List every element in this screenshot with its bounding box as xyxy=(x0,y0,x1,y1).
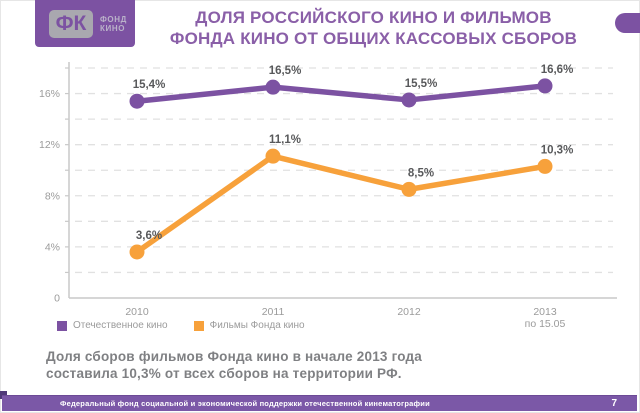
svg-text:8,5%: 8,5% xyxy=(408,167,434,179)
slide-title-line2: ФОНДА КИНО ОТ ОБЩИХ КАССОВЫХ СБОРОВ xyxy=(169,29,578,48)
chart-area: 0 4% 8% 12% 16% 2010 2011 2012 2013 по 15.05 15,4%… xyxy=(35,58,630,330)
legend-item-fund: Фильмы Фонда кино xyxy=(193,320,305,331)
svg-text:2011: 2011 xyxy=(262,306,285,318)
slide-title: ДОЛЯ РОССИЙСКОГО КИНО И ФИЛЬМОВ ФОНДА КИ… xyxy=(135,7,612,49)
svg-text:2012: 2012 xyxy=(397,306,421,318)
fund-kino-logo: ФК ФОНД КИНО xyxy=(35,0,135,47)
svg-text:3,6%: 3,6% xyxy=(136,230,162,242)
svg-text:2013: 2013 xyxy=(533,306,557,318)
legend-item-domestic: Отечественное кино xyxy=(57,320,168,331)
svg-text:8%: 8% xyxy=(45,190,60,202)
legend-label-domestic: Отечественное кино xyxy=(73,320,168,331)
svg-text:0: 0 xyxy=(54,293,60,305)
svg-text:16,6%: 16,6% xyxy=(541,64,574,76)
svg-text:4%: 4% xyxy=(45,241,60,253)
legend-swatch-domestic xyxy=(57,320,67,331)
logo-name-line2: КИНО xyxy=(100,23,126,33)
chart-legend: Отечественное кино Фильмы Фонда кино xyxy=(57,320,305,331)
svg-text:10,3%: 10,3% xyxy=(541,144,574,156)
page-number: 7 xyxy=(611,398,617,409)
svg-text:по 15.05: по 15.05 xyxy=(525,318,566,328)
svg-text:15,5%: 15,5% xyxy=(405,78,438,90)
footer-organization: Федеральный фонд социальной и экономичес… xyxy=(60,399,430,408)
corner-decoration xyxy=(615,13,640,33)
logo-name: ФОНД КИНО xyxy=(100,15,127,33)
logo-fk-monogram: ФК xyxy=(49,9,93,38)
svg-text:11,1%: 11,1% xyxy=(269,134,301,146)
legend-label-fund: Фильмы Фонда кино xyxy=(209,320,305,331)
svg-text:2010: 2010 xyxy=(125,306,149,318)
svg-text:16,5%: 16,5% xyxy=(269,65,302,77)
legend-swatch-fund xyxy=(193,320,204,331)
caption-line1: Доля сборов фильмов Фонда кино в начале … xyxy=(46,349,422,364)
slide-title-line1: ДОЛЯ РОССИЙСКОГО КИНО И ФИЛЬМОВ xyxy=(195,8,552,27)
svg-text:12%: 12% xyxy=(39,139,60,151)
chart-caption: Доля сборов фильмов Фонда кино в начале … xyxy=(46,348,422,382)
logo-name-line1: ФОНД xyxy=(100,14,127,24)
footer-bar: Федеральный фонд социальной и экономичес… xyxy=(2,395,637,411)
svg-text:15,4%: 15,4% xyxy=(133,79,166,91)
svg-text:16%: 16% xyxy=(39,88,60,100)
caption-line2: составила 10,3% от всех сборов на террит… xyxy=(46,366,402,381)
